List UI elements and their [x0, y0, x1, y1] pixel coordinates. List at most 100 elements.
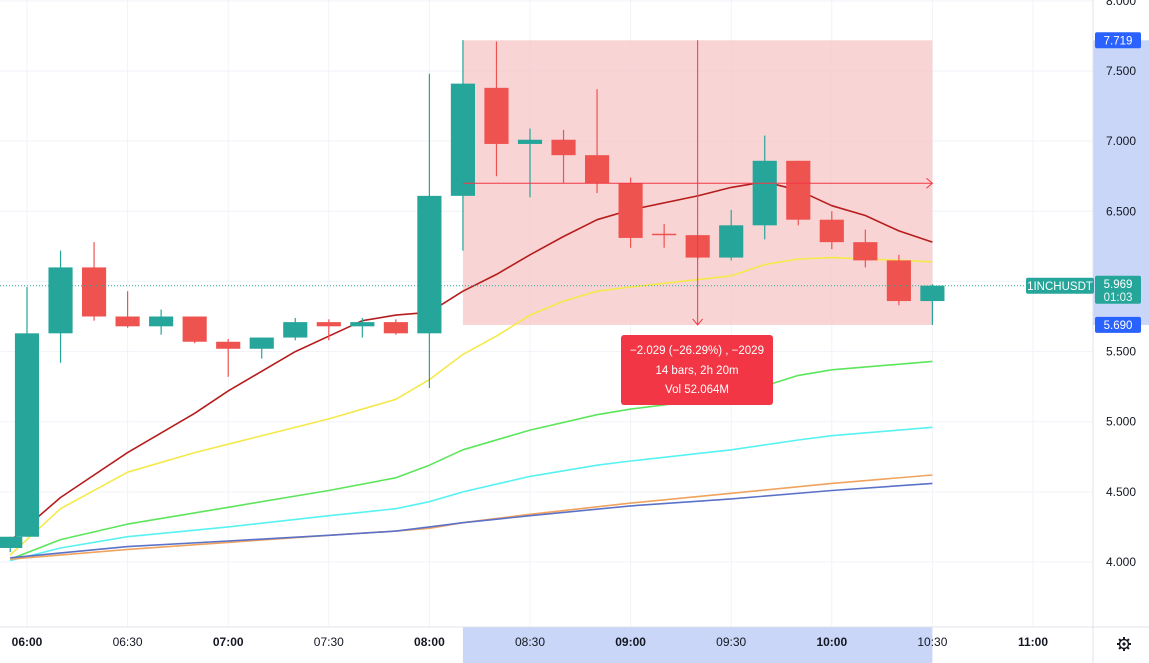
candle-body: [316, 322, 341, 327]
time-tick-label: 08:30: [515, 635, 545, 649]
range-horizontal-arrowhead: [926, 177, 934, 189]
candle-body: [819, 219, 844, 243]
candle[interactable]: [417, 73, 442, 389]
candle[interactable]: [920, 284, 945, 325]
candle[interactable]: [551, 129, 576, 184]
candle[interactable]: [115, 291, 140, 328]
moving-average-line-6: [10, 482, 933, 559]
moving-average-line-2: [9, 256, 933, 556]
candle[interactable]: [14, 287, 40, 537]
time-tick-label: 10:00: [816, 635, 847, 649]
candle-layer[interactable]: [0, 40, 945, 553]
candle-body: [417, 195, 442, 334]
moving-average-line-4: [10, 426, 933, 562]
candle-body: [249, 337, 274, 349]
candle[interactable]: [584, 89, 610, 194]
candle-body: [350, 322, 375, 327]
price-tick-label: 5.500: [1106, 345, 1136, 359]
candle-body: [283, 322, 308, 338]
symbol-tag-label: 1INCHUSDT: [1027, 281, 1093, 293]
time-tick-label: 09:30: [716, 635, 746, 649]
tooltip-bars-text: 14 bars, 2h 20m: [655, 365, 738, 377]
candle-body: [115, 316, 140, 327]
time-tick-label: 11:00: [1018, 635, 1048, 649]
candle[interactable]: [786, 160, 811, 226]
candle[interactable]: [752, 135, 777, 240]
candle[interactable]: [0, 536, 23, 553]
moving-average-line-5: [10, 474, 933, 560]
candle[interactable]: [853, 229, 878, 268]
candle-body: [886, 260, 911, 302]
price-tag-label: 7.719: [1104, 35, 1133, 47]
candle-body: [216, 341, 241, 349]
candle-body: [484, 87, 509, 144]
candle-body: [81, 267, 107, 317]
candle-body: [517, 139, 543, 144]
candle[interactable]: [182, 316, 207, 344]
gear-center: [1122, 642, 1126, 646]
candle[interactable]: [350, 317, 375, 338]
candle[interactable]: [81, 242, 107, 321]
settings-layer[interactable]: [1117, 637, 1131, 651]
candle-body: [551, 139, 576, 156]
price-tick-label: 7.000: [1106, 134, 1136, 148]
candle-body: [853, 242, 878, 261]
candle-body: [14, 333, 40, 537]
time-tick-label: 10:30: [917, 635, 947, 649]
gear-icon[interactable]: [1117, 637, 1131, 651]
tooltip-change-text: −2.029 (−26.29%) , −2029: [630, 345, 764, 357]
time-tick-label: 07:00: [213, 635, 244, 649]
range-measure-arrows: [0, 40, 1093, 326]
price-tick-label: 7.500: [1106, 64, 1136, 78]
candle[interactable]: [819, 211, 844, 250]
candle-body: [920, 285, 945, 302]
candle[interactable]: [249, 337, 274, 359]
range-vertical-arrowhead: [692, 318, 704, 326]
candle[interactable]: [517, 128, 543, 198]
candle[interactable]: [652, 223, 677, 248]
candle-body: [149, 316, 174, 327]
candle-body: [383, 322, 408, 334]
candle-body: [719, 225, 744, 258]
last-price-tag-box: [1095, 275, 1141, 304]
moving-average-line-3: [9, 360, 933, 560]
candle[interactable]: [886, 254, 911, 306]
time-tick-label: 09:00: [615, 635, 646, 649]
last-price-label: 5.969: [1104, 279, 1133, 291]
time-axis-highlight: [462, 627, 933, 663]
candle[interactable]: [149, 309, 174, 335]
candle-body: [450, 83, 476, 196]
candle-body: [652, 233, 677, 236]
candle-body: [48, 267, 73, 334]
moving-average-layer: [9, 181, 933, 562]
tooltip-box: [621, 335, 773, 405]
candle[interactable]: [618, 177, 643, 248]
time-tick-label: 07:30: [314, 635, 344, 649]
candle[interactable]: [48, 250, 73, 363]
candle-body: [618, 183, 643, 238]
candle[interactable]: [216, 338, 241, 377]
candle[interactable]: [719, 209, 744, 261]
candle[interactable]: [283, 317, 308, 341]
symbol-tag-box: [1026, 277, 1094, 294]
candle[interactable]: [316, 319, 341, 341]
price-tick-label: 6.500: [1106, 204, 1136, 218]
candle-body: [584, 155, 610, 184]
price-tick-label: 8.000: [1106, 0, 1136, 8]
candle[interactable]: [484, 41, 509, 177]
candle-body: [752, 160, 777, 226]
candle[interactable]: [450, 40, 476, 251]
candle[interactable]: [383, 319, 408, 335]
time-tick-label: 08:00: [414, 635, 445, 649]
price-tick-label: 4.000: [1106, 555, 1136, 569]
price-tick-label: 5.000: [1106, 415, 1136, 429]
candle-body: [0, 536, 23, 548]
candle-body: [786, 160, 811, 220]
price-tag-label: 5.690: [1104, 320, 1133, 332]
price-tag-box: [1095, 32, 1141, 49]
time-tick-label: 06:00: [12, 635, 43, 649]
